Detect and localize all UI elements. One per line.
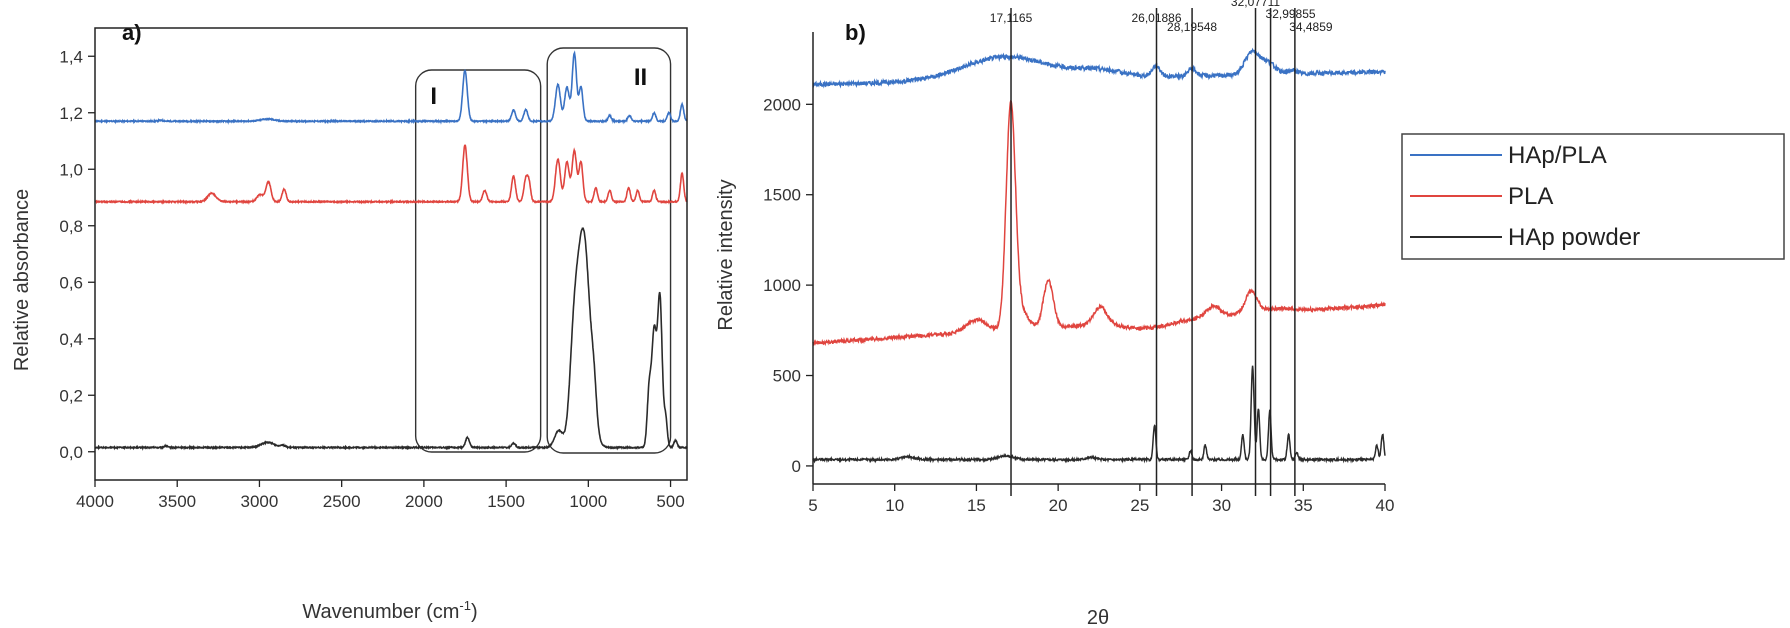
panel-a-x-tick-label: 3500 [158,492,196,511]
panel-b-x-tick-label: 5 [808,496,817,515]
panel-a-y-axis-title: Relative absorbance [11,189,33,371]
legend-entry-label: HAp powder [1508,224,1640,251]
panel-a-regions: III [414,47,672,454]
panel-b-label: b) [845,20,866,45]
panel-b-x-axis: 5 10 15 20 25 30 35 40 [808,484,1394,515]
panel-b-y-tick-label: 1000 [763,276,801,295]
panel-a-label: a) [122,20,142,45]
panel-b-x-tick-label: 40 [1376,496,1395,515]
panel-b-y-axis: 0 500 1000 1500 2000 [763,95,813,476]
panel-a-y-tick-label: 0,0 [59,443,83,462]
panel-a-plot-frame [94,27,688,481]
panel-a-x-tick-label: 2000 [405,492,443,511]
panel-b-x-axis-title: 2θ [1087,607,1109,628]
region-label-I: I [430,83,437,110]
panel-b-x-tick-label: 20 [1049,496,1068,515]
region-box-I [414,69,542,453]
reference-line-label: 17,1165 [990,11,1033,25]
panel-a-y-tick-label: 0,4 [59,330,83,349]
panel-a-series-line-0 [94,50,688,125]
panel-a-y-tick-label: 0,2 [59,386,83,405]
reference-line-label: 28,19548 [1167,20,1217,34]
panel-b-series-line-1 [812,99,1386,348]
panel-b-y-tick-label: 500 [773,367,801,386]
panel-a: a) III 4000 3500 3000 2500 2000 1500 1000 500 0… [11,20,688,623]
panel-b-y-tick-label: 1500 [763,186,801,205]
reference-line-label: 34,4859 [1289,20,1333,34]
panel-a-x-axis: 4000 3500 3000 2500 2000 1500 1000 500 [76,480,685,511]
panel-b-legend: HAp/PLA PLA HAp powder [1401,133,1785,260]
panel-a-x-tick-label: 1000 [569,492,607,511]
reference-line-label: 32,07711 [1231,0,1280,9]
panel-b-x-tick-label: 35 [1294,496,1313,515]
panel-a-y-tick-label: 1,0 [59,160,83,179]
panel-a-x-tick-label: 1500 [487,492,525,511]
panel-b-y-tick-label: 0 [792,457,801,476]
panel-b-y-axis-title: Relative intensity [715,179,737,330]
reference-line-label: 26,01886 [1131,11,1181,25]
panel-a-y-tick-label: 1,4 [59,47,83,66]
panel-a-x-axis-title: Wavenumber (cm-1) [302,598,477,623]
region-label-II: II [634,64,647,91]
panel-b-x-tick-label: 15 [967,496,986,515]
panel-b-x-tick-label: 10 [885,496,904,515]
panel-a-series [94,50,688,451]
panel-a-y-tick-label: 1,2 [59,104,83,123]
panel-a-x-tick-label: 500 [656,492,684,511]
panel-a-y-axis: 0,0 0,2 0,4 0,6 0,8 1,0 1,2 1,4 [59,47,95,462]
panel-b-x-tick-label: 25 [1130,496,1149,515]
panel-b-series [812,47,1386,464]
reference-line-label: 32,99855 [1266,7,1316,21]
panel-a-x-tick-label: 3000 [241,492,279,511]
panel-a-y-tick-label: 0,8 [59,217,83,236]
panel-a-y-tick-label: 0,6 [59,273,83,292]
panel-a-x-tick-label: 2500 [323,492,361,511]
panel-b-series-line-0 [812,47,1386,89]
panel-a-series-line-2 [94,227,688,451]
panel-a-series-line-1 [94,144,688,205]
panel-b-series-line-2 [812,365,1386,464]
legend-entry-label: HAp/PLA [1508,142,1607,169]
panel-b-x-tick-label: 30 [1212,496,1231,515]
legend-entry-label: PLA [1508,183,1553,210]
panel-a-x-tick-label: 4000 [76,492,114,511]
panel-b-y-tick-label: 2000 [763,95,801,114]
region-box-II [546,47,672,454]
